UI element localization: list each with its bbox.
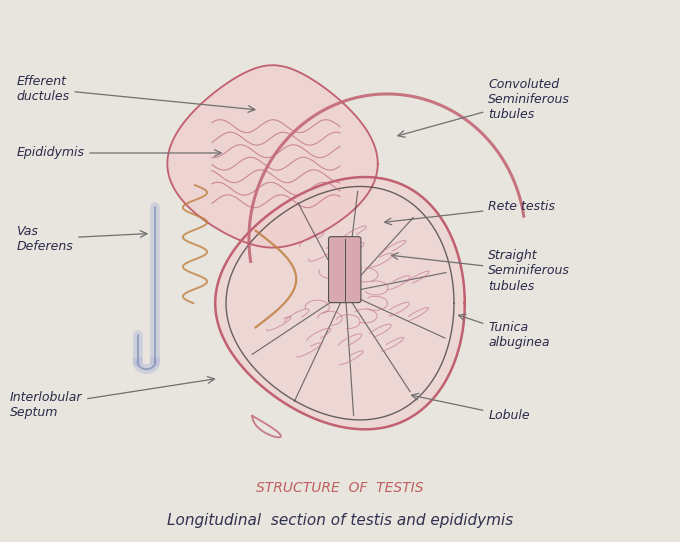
Text: Convoluted
Seminiferous
tubules: Convoluted Seminiferous tubules	[398, 78, 571, 137]
Polygon shape	[167, 65, 378, 248]
Text: Straight
Seminiferous
tubules: Straight Seminiferous tubules	[392, 249, 571, 293]
Text: Efferent
ductules: Efferent ductules	[16, 75, 255, 112]
Text: Rete testis: Rete testis	[385, 200, 556, 225]
Text: Tunica
albuginea: Tunica albuginea	[458, 314, 550, 350]
Text: Interlobular
Septum: Interlobular Septum	[10, 377, 214, 419]
Text: Lobule: Lobule	[411, 393, 530, 422]
Text: Vas
Deferens: Vas Deferens	[16, 225, 147, 253]
Polygon shape	[216, 177, 464, 429]
Text: Epididymis: Epididymis	[16, 146, 221, 159]
Text: STRUCTURE  OF  TESTIS: STRUCTURE OF TESTIS	[256, 481, 424, 495]
FancyBboxPatch shape	[328, 237, 361, 302]
Text: Longitudinal  section of testis and epididymis: Longitudinal section of testis and epidi…	[167, 513, 513, 528]
